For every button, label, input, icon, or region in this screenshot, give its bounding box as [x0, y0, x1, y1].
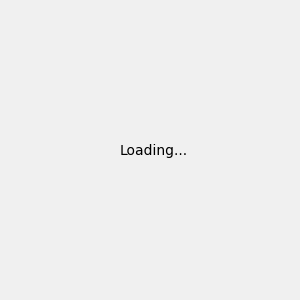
Text: Loading...: Loading...: [120, 145, 188, 158]
